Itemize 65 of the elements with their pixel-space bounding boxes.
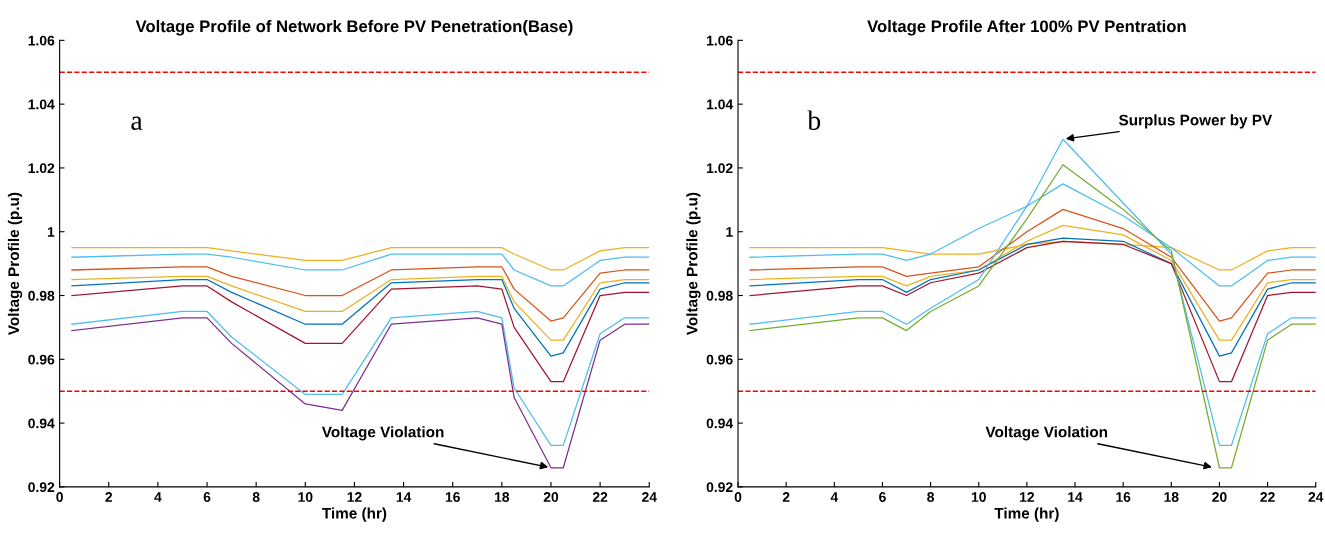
x-tick-label: 0	[56, 492, 63, 502]
x-tick-label: 20	[1212, 492, 1227, 502]
line-series	[749, 237, 1316, 357]
x-tick-label: 14	[1068, 492, 1083, 502]
y-tick-label: 0.92	[706, 482, 733, 493]
y-tick-label: 0.98	[28, 290, 55, 301]
line-series	[71, 247, 650, 271]
y-tick-label: 1.06	[707, 35, 733, 46]
x-axis-title: Time (hr)	[322, 507, 387, 522]
chart-title: Voltage Profile of Network Before PV Penetration(Base)	[135, 19, 573, 36]
chart-title: Voltage Profile After 100% PV Pentration	[867, 19, 1186, 36]
x-tick-label: 4	[154, 492, 162, 502]
x-tick-label: 0	[734, 492, 742, 502]
x-tick-label: 2	[782, 492, 790, 502]
annotation: a	[131, 116, 143, 130]
annotation: b	[807, 110, 821, 130]
y-tick-label: 0.94	[706, 418, 734, 429]
line-series	[71, 275, 650, 341]
y-tick-label: 0.96	[706, 354, 733, 365]
y-tick-label: 1.02	[28, 163, 55, 174]
x-tick-label: 24	[642, 492, 657, 502]
y-tick-label: 1	[47, 227, 55, 237]
line-series	[71, 310, 650, 447]
y-axis-title: Voltage Profile (p.u)	[7, 192, 23, 336]
annotation: Surplus Power by PV	[1118, 114, 1273, 129]
x-tick-label: 18	[1164, 492, 1179, 502]
y-tick-label: 1.04	[28, 99, 55, 110]
x-tick-label: 12	[347, 492, 362, 502]
x-tick-label: 20	[543, 492, 559, 502]
x-tick-label: 22	[592, 492, 608, 502]
x-tick-label: 6	[203, 492, 211, 502]
x-tick-label: 10	[971, 492, 986, 502]
line-series	[749, 224, 1316, 341]
y-tick-label: 1.06	[28, 35, 55, 46]
annotation: Voltage Violation	[985, 426, 1108, 441]
x-tick-label: 24	[1308, 492, 1324, 502]
annotation: Voltage Violation	[321, 426, 444, 441]
x-tick-label: 14	[396, 492, 412, 502]
x-tick-label: 12	[1020, 492, 1035, 502]
line-series	[749, 240, 1316, 383]
y-tick-label: 0.98	[706, 290, 733, 301]
y-tick-label: 1	[726, 227, 733, 237]
line-series	[749, 208, 1316, 322]
line-series	[71, 285, 650, 383]
y-tick-label: 1.04	[707, 99, 734, 110]
x-tick-label: 10	[298, 492, 313, 502]
x-tick-label: 4	[830, 492, 839, 502]
x-tick-label: 8	[927, 492, 935, 502]
y-tick-label: 1.02	[707, 163, 733, 174]
line-series	[71, 253, 650, 287]
x-tick-label: 16	[445, 492, 460, 502]
x-axis-title: Time (hr)	[994, 507, 1059, 522]
y-axis-title: Voltage Profile (p.u)	[686, 192, 701, 336]
x-tick-label: 16	[1116, 492, 1131, 502]
x-tick-label: 18	[494, 492, 510, 502]
y-tick-label: 0.92	[28, 482, 55, 493]
x-tick-label: 22	[1260, 492, 1275, 502]
x-tick-label: 6	[879, 492, 886, 502]
line-series	[71, 317, 650, 469]
line-series	[71, 278, 650, 357]
y-tick-label: 0.94	[28, 418, 55, 429]
x-tick-label: 8	[252, 492, 260, 502]
y-tick-label: 0.96	[28, 354, 55, 365]
line-series	[71, 266, 650, 322]
x-tick-label: 2	[105, 492, 113, 502]
